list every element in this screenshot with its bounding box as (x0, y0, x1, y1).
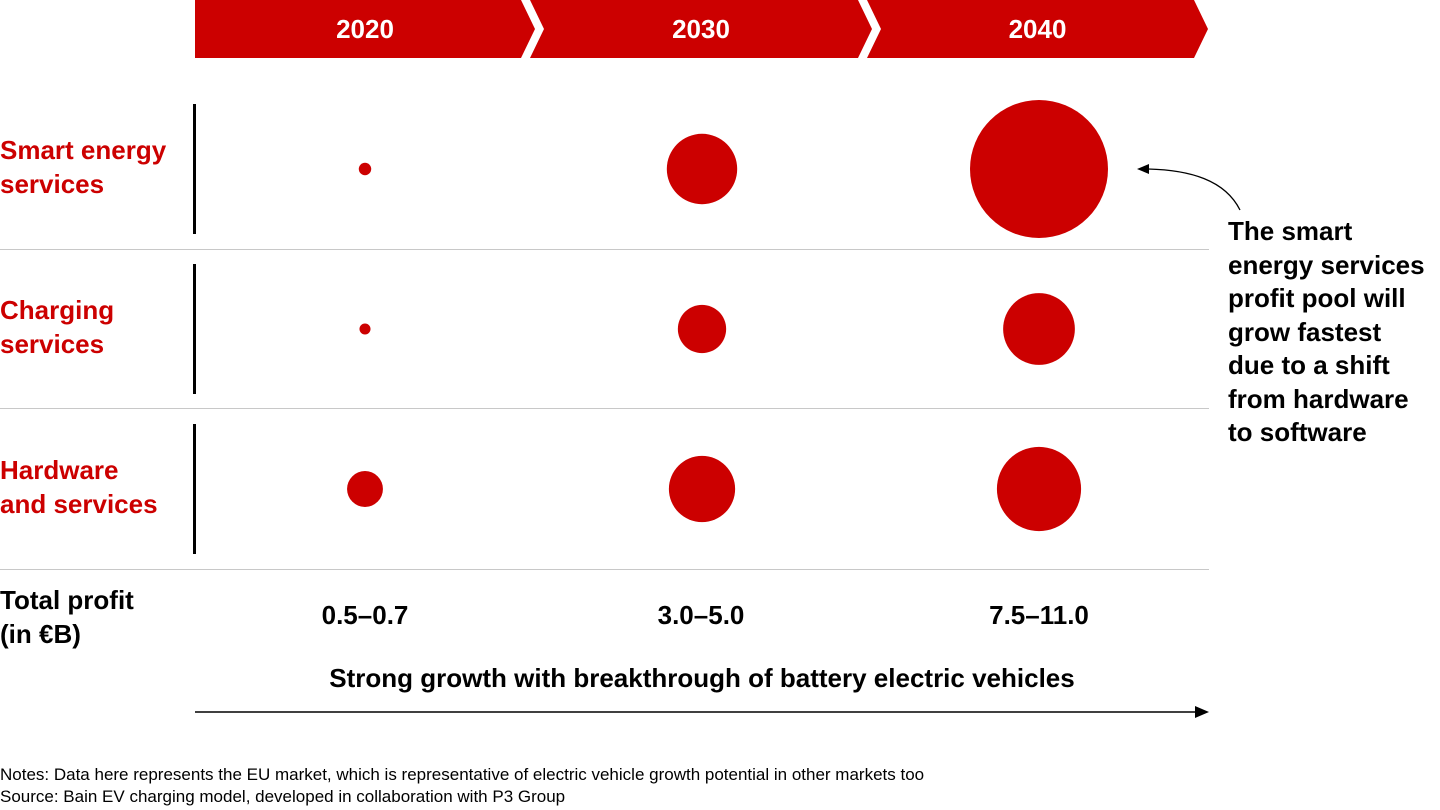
callout-line: from hardware (1228, 383, 1409, 414)
row-label-smart-energy: Smart energy services (0, 133, 166, 201)
row-label-line: Smart energy (0, 135, 167, 165)
row-divider-bar (193, 424, 196, 554)
bubble-2-2040 (996, 446, 1082, 532)
row-label-line: Hardware (0, 455, 119, 485)
row-label-line: services (0, 329, 105, 359)
row-label-line: Charging (0, 295, 115, 325)
bubble-1-2040 (1003, 293, 1075, 365)
growth-arrow-label: Strong growth with breakthrough of batte… (329, 663, 1075, 693)
callout-line: energy services (1228, 249, 1425, 280)
year-label: 2040 (1008, 13, 1067, 44)
total-profit-label: Total profit (in €B) (0, 583, 134, 651)
total-value-2020: 0.5–0.7 (321, 600, 409, 630)
bubble-0-2040 (970, 100, 1108, 238)
row-separator (0, 249, 1209, 250)
growth-arrow-head (1195, 706, 1209, 718)
bubble-layer (347, 100, 1108, 532)
source-text: Source: Bain EV charging model, develope… (0, 787, 566, 806)
callout-line: profit pool will (1228, 283, 1406, 313)
callout-line: The smart (1228, 216, 1353, 246)
bubble-0-2020 (358, 162, 372, 176)
total-label-line: (in €B) (0, 619, 81, 649)
callout-pointer-head (1137, 164, 1149, 174)
chevron-2040 (867, 0, 1208, 58)
row-label-line: and services (0, 489, 158, 519)
year-label: 2020 (336, 13, 394, 44)
bubble-1-2020 (359, 323, 371, 335)
callout-line: grow fastest (1228, 316, 1382, 347)
year-header-2040: 2040 (867, 0, 1208, 58)
total-label-line: Total profit (0, 585, 134, 615)
row-label-charging: Charging services (0, 293, 114, 361)
year-header-2030: 2030 (530, 0, 872, 58)
callout-pointer-line (1147, 168, 1241, 211)
row-divider-bar (193, 104, 196, 234)
callout-text: The smart energy services profit pool wi… (1228, 215, 1440, 450)
row-separator (0, 569, 1209, 570)
row-label-hardware: Hardware and services (0, 453, 158, 521)
total-value-2030: 3.0–5.0 (657, 600, 745, 630)
bubble-2-2020 (347, 471, 383, 507)
callout-line: to software (1228, 417, 1367, 447)
chevron-2030 (530, 0, 872, 58)
chevron-2020 (195, 0, 535, 58)
bubble-0-2030 (666, 133, 738, 205)
year-label: 2030 (672, 13, 730, 44)
total-value-2040: 7.5–11.0 (989, 600, 1089, 630)
bubble-2-2030 (668, 455, 736, 523)
bubble-1-2030 (677, 304, 727, 354)
callout-line: due to a shift (1228, 350, 1390, 380)
row-label-line: services (0, 169, 105, 199)
row-separator (0, 408, 1209, 409)
row-divider-bar (193, 264, 196, 394)
notes-text: Notes: Data here represents the EU marke… (0, 765, 925, 784)
year-header-2020: 2020 (195, 0, 535, 58)
